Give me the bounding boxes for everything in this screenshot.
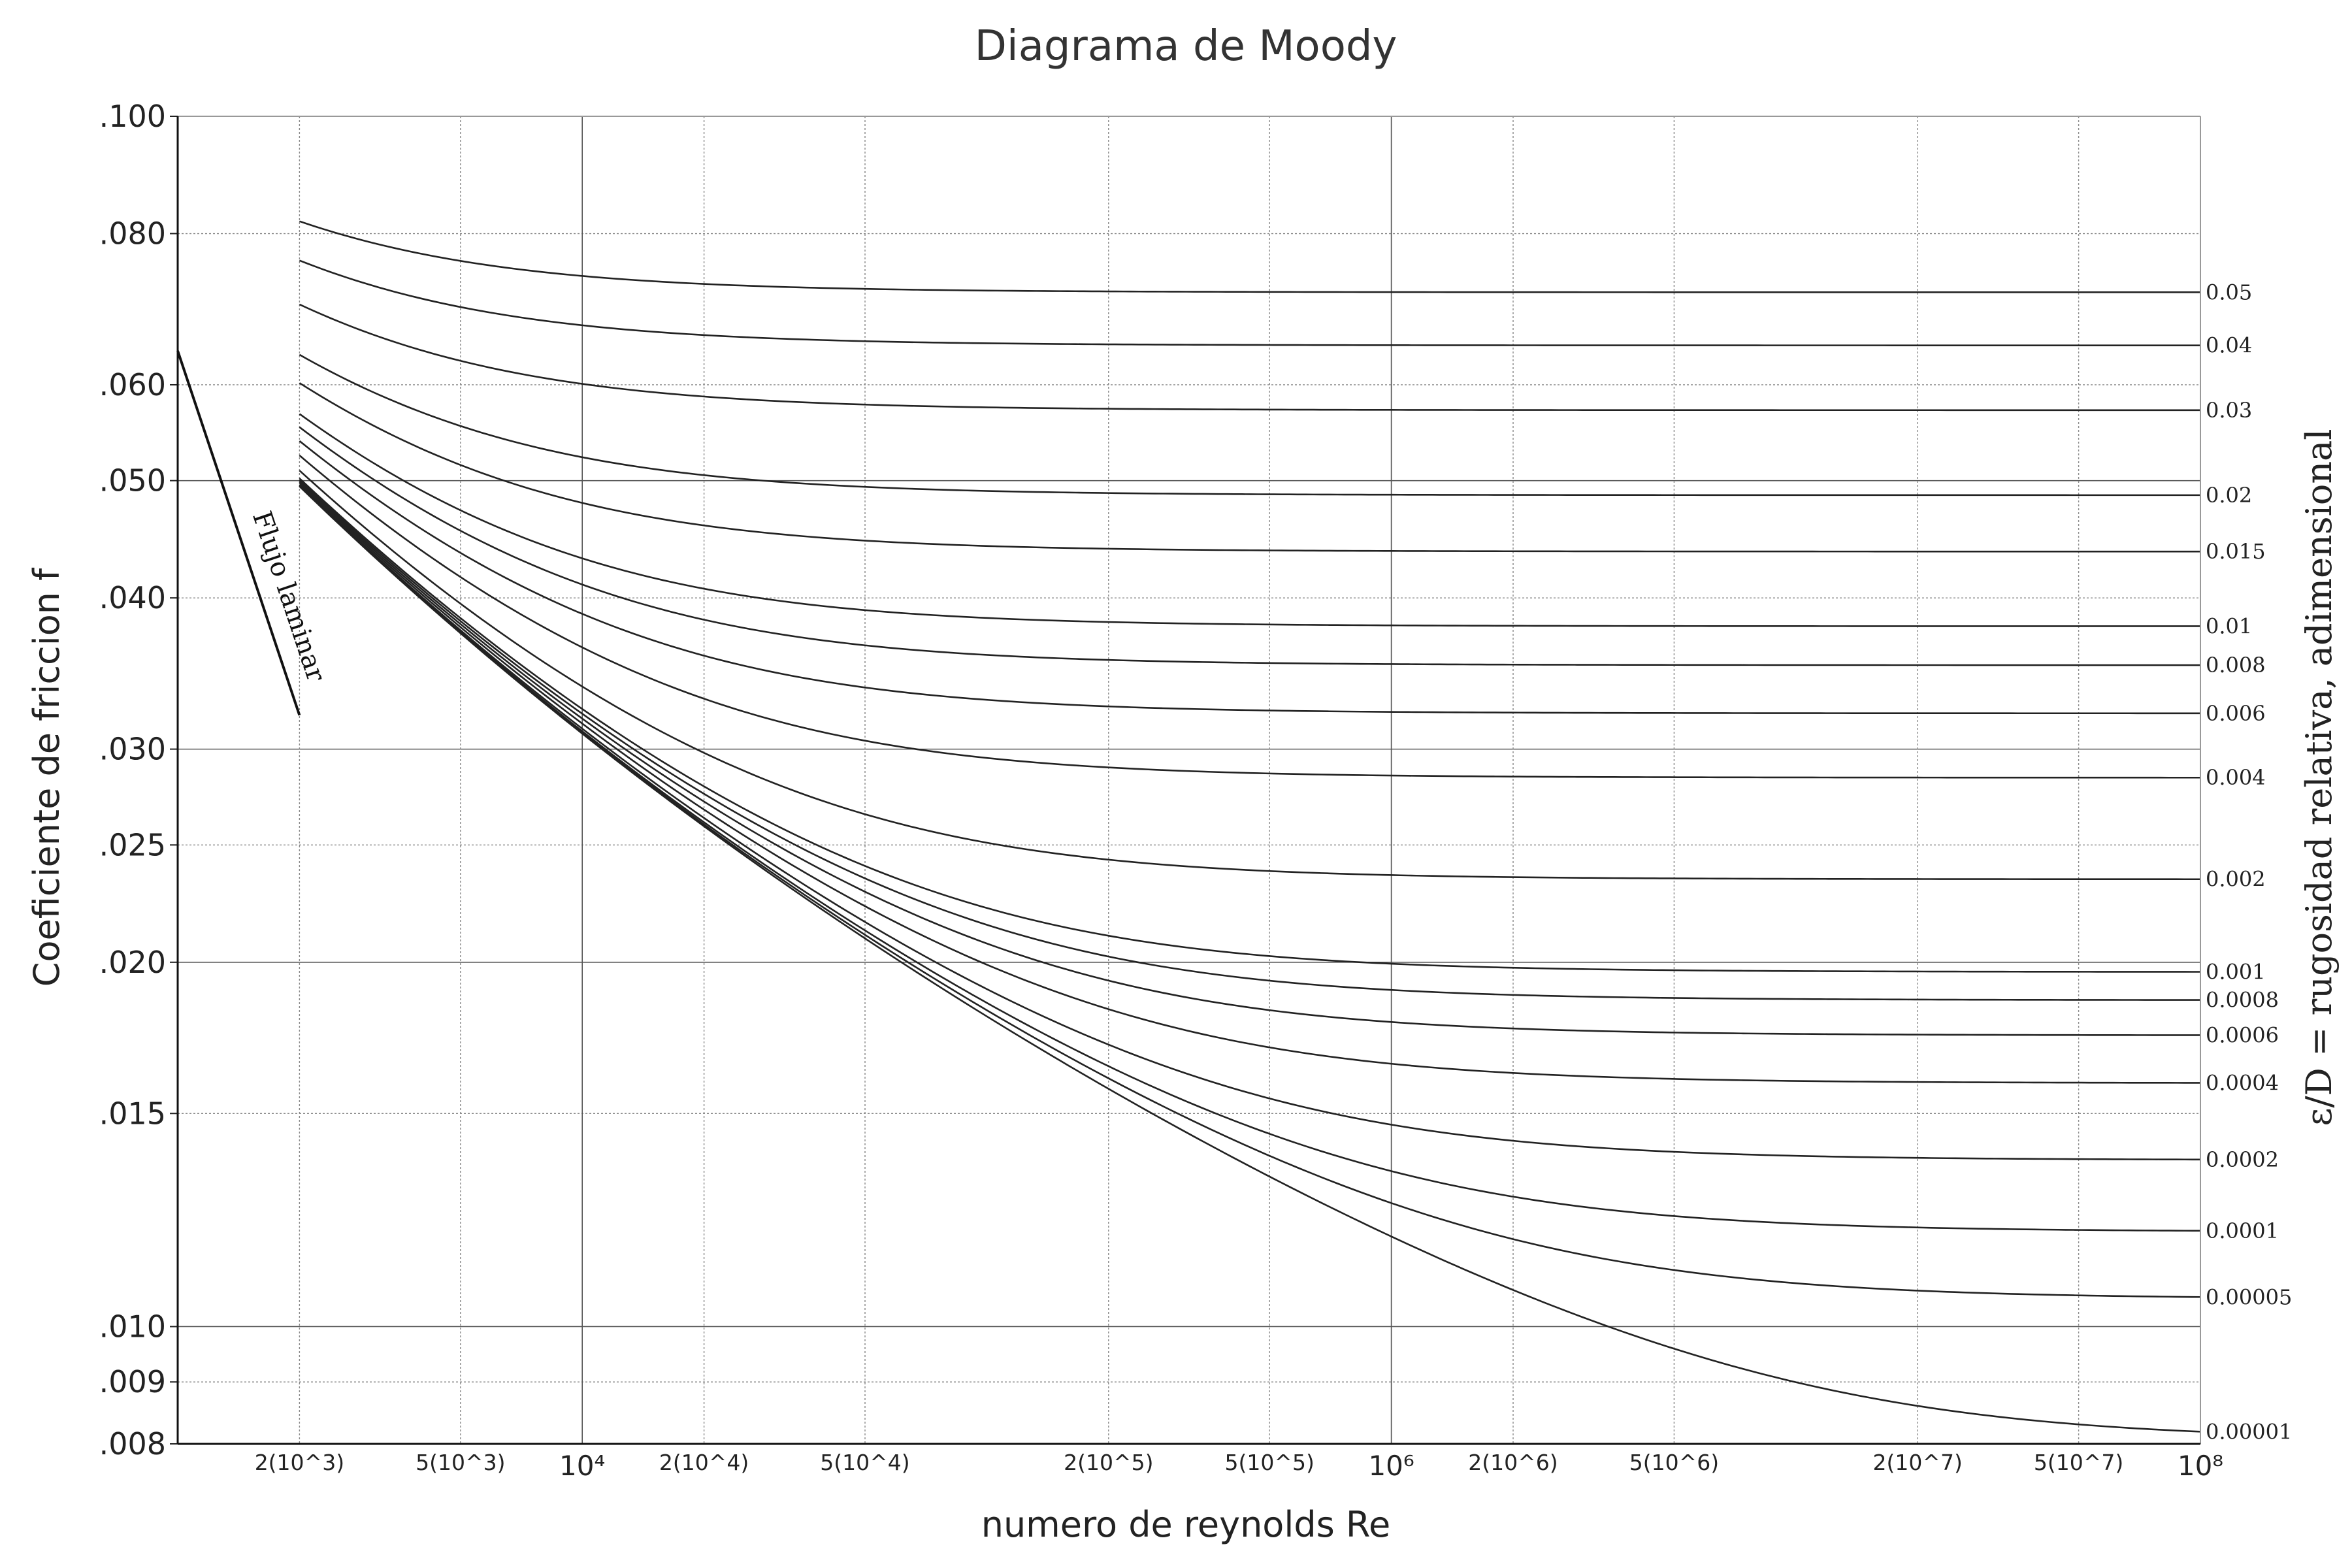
y-tick-labels: .100 .080 .060 .050 .040 .030 .025 .020 .015 .010…	[99, 99, 166, 1462]
roughness-label: 0.05	[2206, 280, 2252, 304]
friction-curve	[299, 426, 2200, 666]
x-tick-label: 5(10^6)	[1629, 1450, 1719, 1475]
x-tick-label: 10⁴	[559, 1450, 605, 1482]
friction-curve	[299, 484, 2201, 1161]
roughness-label: 0.001	[2206, 959, 2266, 984]
friction-curve	[299, 382, 2200, 553]
plot-frame	[170, 116, 2201, 1445]
y-tick-label: .020	[99, 945, 166, 980]
roughness-label: 0.004	[2206, 765, 2266, 790]
friction-curve	[299, 440, 2201, 715]
friction-curve	[299, 220, 2200, 293]
friction-curve	[299, 482, 2201, 1084]
y-tick-label: .009	[99, 1364, 166, 1399]
y-tick-label: .008	[99, 1426, 166, 1462]
x-tick-label: 2(10^5)	[1064, 1450, 1153, 1475]
x-tick-label: 10⁶	[1368, 1450, 1414, 1482]
friction-curve	[299, 479, 2201, 1001]
laminar-flow-line	[176, 350, 301, 716]
friction-curves	[176, 220, 2201, 1433]
friction-curve	[299, 470, 2200, 881]
y-tick-label: .050	[99, 463, 166, 498]
friction-curve	[299, 485, 2201, 1433]
y-axis-label: Coeficiente de friccion f	[26, 567, 67, 987]
right-axis-label: ε/D = rugosidad relativa, adimensional	[2298, 429, 2340, 1126]
roughness-label: 0.0004	[2206, 1070, 2279, 1095]
friction-curve	[299, 413, 2200, 627]
friction-curve	[299, 455, 2200, 779]
y-tick-label: .030	[99, 732, 166, 767]
roughness-label: 0.04	[2206, 333, 2252, 358]
x-tick-label: 2(10^7)	[1873, 1450, 1963, 1475]
x-tick-label: 10⁸	[2178, 1450, 2223, 1482]
friction-curve	[299, 485, 2201, 1298]
chart-title: Diagrama de Moody	[975, 22, 1397, 71]
roughness-label: 0.015	[2206, 539, 2266, 564]
y-tick-label: .015	[99, 1096, 166, 1131]
friction-curve	[299, 481, 2201, 1036]
x-tick-labels: 2(10^3) 5(10^3) 2(10^4) 5(10^4) 2(10^5) 5(10^…	[255, 1450, 2223, 1482]
y-tick-label: .100	[99, 99, 166, 134]
roughness-label: 0.006	[2206, 701, 2266, 726]
roughness-label: 0.00001	[2206, 1419, 2292, 1444]
roughness-label: 0.002	[2206, 867, 2266, 892]
x-tick-label: 5(10^4)	[820, 1450, 909, 1475]
roughness-label: 0.0001	[2206, 1218, 2279, 1243]
x-tick-label: 2(10^4)	[659, 1450, 749, 1475]
x-tick-label: 5(10^3)	[416, 1450, 505, 1475]
roughness-labels: 0.05 0.04 0.03 0.02 0.015 0.01 0.008 0.006 0.004…	[2206, 280, 2292, 1444]
roughness-label: 0.0006	[2206, 1022, 2279, 1047]
roughness-label: 0.008	[2206, 653, 2266, 678]
roughness-label: 0.02	[2206, 483, 2252, 508]
friction-curve	[299, 353, 2200, 497]
friction-curve	[299, 485, 2201, 1232]
grid	[178, 116, 2200, 1444]
x-axis-label: numero de reynolds Re	[981, 1504, 1391, 1545]
y-tick-label: .010	[99, 1309, 166, 1344]
roughness-label: 0.0002	[2206, 1147, 2279, 1172]
x-tick-label: 2(10^6)	[1468, 1450, 1558, 1475]
y-tick-label: .060	[99, 367, 166, 402]
roughness-label: 0.01	[2206, 613, 2252, 638]
friction-curve	[299, 303, 2200, 412]
y-tick-label: .040	[99, 580, 166, 615]
roughness-label: 0.00005	[2206, 1284, 2292, 1309]
friction-curve	[299, 478, 2200, 973]
roughness-label: 0.03	[2206, 398, 2252, 423]
friction-curve	[299, 259, 2200, 346]
x-tick-label: 2(10^3)	[255, 1450, 344, 1475]
y-tick-label: .025	[99, 827, 166, 862]
x-tick-label: 5(10^5)	[1225, 1450, 1315, 1475]
x-tick-label: 5(10^7)	[2034, 1450, 2123, 1475]
y-tick-label: .080	[99, 216, 166, 252]
roughness-label: 0.0008	[2206, 988, 2279, 1013]
